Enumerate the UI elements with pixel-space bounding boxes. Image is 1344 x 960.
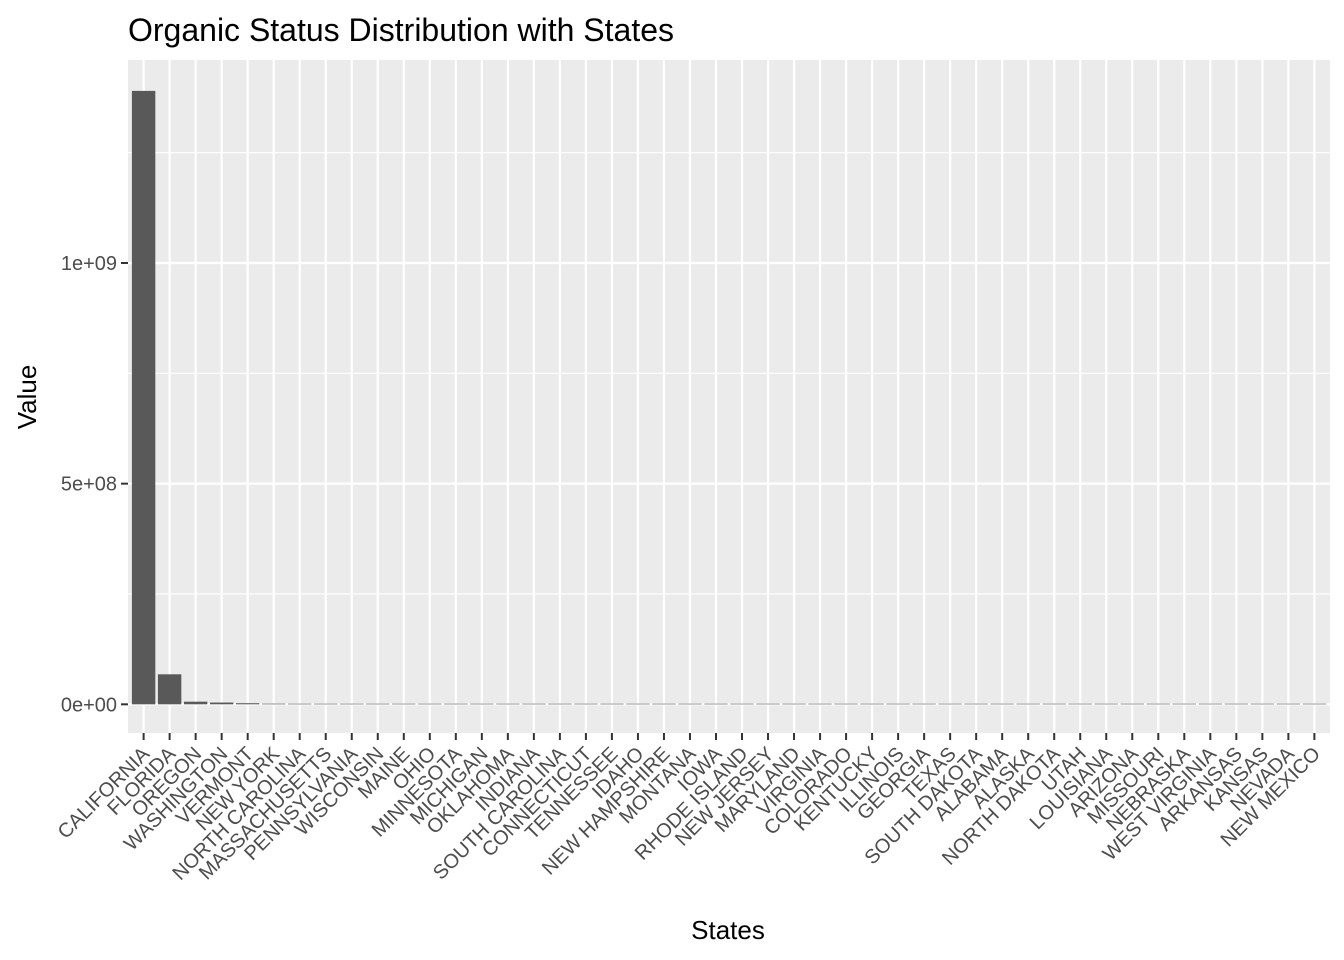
bar-indiana — [522, 703, 546, 705]
y-tick-label: 1e+09 — [61, 253, 117, 275]
bar-utah — [1068, 703, 1092, 705]
bar-washington — [209, 702, 234, 705]
bar-vermont — [235, 703, 260, 705]
y-axis: 0e+00 5e+08 1e+09 — [61, 253, 128, 716]
bar-florida — [157, 674, 182, 705]
x-axis-title: States — [691, 915, 765, 945]
bar-ohio — [418, 703, 442, 705]
bar-tennessee — [600, 703, 624, 705]
bar-idaho — [626, 703, 650, 705]
bar-california — [131, 90, 156, 705]
bar-montana — [678, 703, 702, 705]
bar-rhode-island — [730, 703, 754, 705]
bar-illinois — [886, 703, 910, 705]
bar-oregon — [183, 701, 208, 705]
bar-alaska — [1016, 703, 1040, 705]
x-axis: CALIFORNIAFLORIDAOREGONWASHINGTONVERMONT… — [54, 733, 1325, 885]
bar-texas — [938, 703, 962, 705]
bar-alabama — [990, 703, 1014, 705]
bar-kansas — [1250, 703, 1275, 705]
bar-pennsylvania — [340, 703, 364, 705]
bar-new-hampshire — [652, 703, 676, 705]
bars — [131, 90, 1327, 705]
bar-iowa — [704, 703, 728, 705]
bar-connecticut — [574, 703, 598, 705]
bar-west-virginia — [1198, 703, 1223, 705]
bar-nevada — [1276, 703, 1301, 705]
bar-south-carolina — [548, 703, 572, 705]
bar-new-york — [261, 703, 286, 705]
bar-michigan — [470, 703, 494, 705]
bar-north-carolina — [288, 703, 312, 705]
bar-new-mexico — [1302, 703, 1327, 705]
bar-massachusetts — [314, 703, 338, 705]
y-tick-label: 5e+08 — [61, 474, 117, 496]
bar-louisiana — [1094, 703, 1118, 705]
bar-new-jersey — [756, 703, 780, 705]
bar-georgia — [912, 703, 936, 705]
bar-kentucky — [860, 703, 884, 705]
bar-virginia — [808, 703, 832, 705]
bar-missouri — [1146, 703, 1170, 705]
plot-panel — [128, 60, 1330, 733]
chart-title: Organic Status Distribution with States — [128, 12, 674, 48]
bar-arkansas — [1224, 703, 1249, 705]
bar-maryland — [782, 703, 806, 705]
bar-arizona — [1120, 703, 1144, 705]
bar-nebraska — [1172, 703, 1197, 705]
y-tick-label: 0e+00 — [61, 694, 117, 716]
bar-north-dakota — [1042, 703, 1066, 705]
gridlines — [128, 60, 1330, 733]
bar-colorado — [834, 703, 858, 705]
bar-wisconsin — [366, 703, 390, 705]
y-axis-title: Value — [12, 365, 42, 430]
bar-south-dakota — [964, 703, 988, 705]
bar-minnesota — [444, 703, 468, 705]
bar-oklahoma — [496, 703, 520, 705]
bar-maine — [392, 703, 416, 705]
